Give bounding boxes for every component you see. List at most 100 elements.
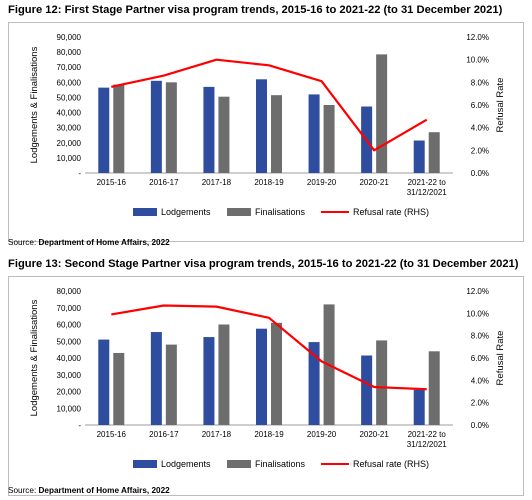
bar-finalisations — [165, 82, 177, 173]
bar-finalisations — [113, 352, 125, 425]
source-name: Department of Home Affairs, 2022 — [38, 238, 170, 247]
figure-13-svg: - 10,000 20,000 30,000 40,000 50,000 60,000 70,… — [29, 287, 506, 469]
figure-12-source: Source: Department of Home Affairs, 2022 — [8, 238, 170, 247]
y2-tick-label: 12.0% — [466, 33, 489, 42]
legend-swatch-lodgements — [133, 208, 157, 216]
x-tick-label: 2015-16 — [97, 178, 127, 187]
bar-finalisations — [428, 132, 440, 173]
y2-tick-label: 4.0% — [471, 124, 489, 133]
x-tick-label: 2017-18 — [202, 430, 232, 439]
bar-finalisations — [323, 105, 335, 173]
bar-finalisations — [376, 340, 388, 425]
x-tick-label: 2015-16 — [97, 430, 127, 439]
figure-13-source: Source: Department of Home Affairs, 2022 — [8, 486, 170, 495]
bar-lodgements — [203, 337, 215, 425]
bar-lodgements — [413, 389, 425, 425]
x-tick-label: 2020-21 — [359, 430, 389, 439]
bar-lodgements — [150, 80, 162, 173]
y2-tick-label: 10.0% — [466, 56, 489, 65]
y2-tick-label: 8.0% — [471, 332, 489, 341]
refusal-rate-line — [111, 58, 428, 152]
bar-finalisations — [218, 324, 230, 425]
y-axis-label: Lodgements & Finalisations — [29, 46, 40, 163]
y2-tick-label: 8.0% — [471, 78, 489, 87]
figure-12-svg: - 10,000 20,000 30,000 40,000 50,000 60,000 70,… — [29, 33, 506, 217]
y-tick-label: 70,000 — [57, 63, 82, 72]
x-tick-label: 2016-17 — [149, 430, 179, 439]
x-tick-label: 2018-19 — [254, 178, 284, 187]
bar-lodgements — [308, 342, 320, 425]
y-tick-label: 40,000 — [57, 109, 82, 118]
y-tick-label: 40,000 — [57, 354, 82, 363]
y2-tick-label: 6.0% — [471, 101, 489, 110]
bar-lodgements — [98, 339, 110, 425]
legend-swatch-lodgements — [133, 460, 157, 468]
bar-lodgements — [256, 79, 267, 173]
x-tick-label: 2016-17 — [149, 178, 179, 187]
y-tick-label: 60,000 — [57, 321, 82, 330]
y-axis-label: Lodgements & Finalisations — [29, 299, 40, 416]
y2-tick-label: 0.0% — [471, 169, 489, 178]
y2-axis-label: Refusal Rate — [495, 78, 506, 133]
y-tick-label: 10,000 — [57, 154, 82, 163]
legend-label-lodgements: Lodgements — [161, 459, 211, 469]
bar-lodgements — [361, 355, 373, 425]
x-tick-label: 2019-20 — [307, 430, 337, 439]
bar-lodgements — [98, 87, 110, 173]
y-tick-label: 30,000 — [57, 124, 82, 133]
x-tick-label: 2017-18 — [202, 178, 232, 187]
legend-label-lodgements: Lodgements — [161, 207, 211, 217]
legend-swatch-finalisations — [227, 208, 251, 216]
bar-finalisations — [271, 95, 282, 173]
y-tick-label: - — [78, 169, 81, 178]
source-name: Department of Home Affairs, 2022 — [38, 486, 170, 495]
figure-13-chart: - 10,000 20,000 30,000 40,000 50,000 60,000 70,… — [8, 276, 524, 496]
source-label: Source: — [8, 238, 39, 247]
bar-lodgements — [256, 328, 267, 425]
legend-swatch-finalisations — [227, 460, 251, 468]
figure-12-title: Figure 12: First Stage Partner visa prog… — [8, 4, 503, 16]
y2-tick-label: 6.0% — [471, 354, 489, 363]
x-tick-label: 2019-20 — [307, 178, 337, 187]
refusal-rate-line — [111, 304, 427, 391]
y2-axis-label: Refusal Rate — [495, 331, 506, 386]
y-tick-label: 80,000 — [57, 48, 82, 57]
bar-finalisations — [165, 344, 177, 425]
y-tick-label: 50,000 — [57, 93, 82, 102]
bar-finalisations — [376, 54, 388, 173]
x-tick-label: 2021-22 to 31/12/2021 — [407, 430, 448, 449]
bar-lodgements — [308, 94, 320, 173]
bar-finalisations — [271, 322, 282, 425]
y-tick-label: 20,000 — [57, 139, 82, 148]
legend-label-finalisations: Finalisations — [255, 459, 306, 469]
y-tick-label: 90,000 — [57, 33, 82, 42]
y-tick-label: 60,000 — [57, 78, 82, 87]
y-tick-label: 80,000 — [57, 287, 82, 296]
y-tick-label: 10,000 — [57, 404, 82, 413]
bar-lodgements — [413, 140, 425, 173]
bar-lodgements — [150, 332, 162, 425]
y-tick-label: 30,000 — [57, 371, 82, 380]
y2-tick-label: 2.0% — [471, 399, 489, 408]
x-tick-label: 2018-19 — [254, 430, 284, 439]
legend-label-refusal: Refusal rate (RHS) — [353, 459, 429, 469]
bar-finalisations — [218, 96, 230, 173]
y2-tick-label: 2.0% — [471, 146, 489, 155]
y2-tick-label: 0.0% — [471, 421, 489, 430]
y-tick-label: 70,000 — [57, 304, 82, 313]
x-tick-label: 2021-22 to 31/12/2021 — [407, 178, 448, 197]
legend-label-refusal: Refusal rate (RHS) — [353, 207, 429, 217]
bar-lodgements — [203, 86, 215, 173]
bar-finalisations — [113, 84, 125, 173]
figure-13-title: Figure 13: Second Stage Partner visa pro… — [8, 258, 519, 270]
source-label: Source: — [8, 486, 39, 495]
y2-tick-label: 12.0% — [466, 287, 489, 296]
x-tick-label: 2020-21 — [359, 178, 389, 187]
y2-tick-label: 4.0% — [471, 376, 489, 385]
y-tick-label: - — [78, 421, 81, 430]
y-tick-label: 50,000 — [57, 337, 82, 346]
legend-label-finalisations: Finalisations — [255, 207, 306, 217]
y-tick-label: 20,000 — [57, 388, 82, 397]
bar-finalisations — [428, 351, 440, 425]
figure-12-chart: - 10,000 20,000 30,000 40,000 50,000 60,000 70,… — [8, 22, 524, 242]
